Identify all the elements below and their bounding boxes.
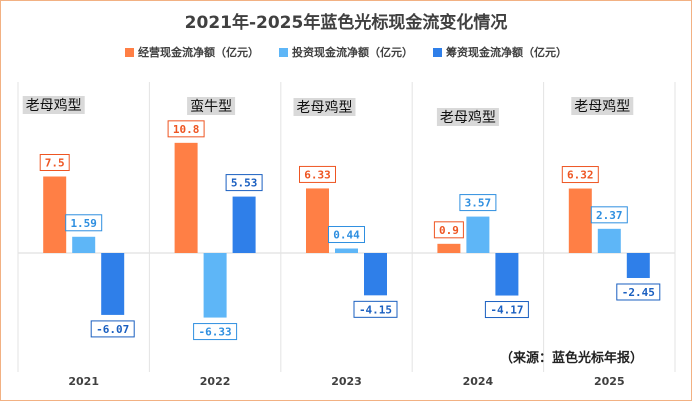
bar-投资现金流净额（亿元）-2021: [72, 236, 96, 253]
bar-投资现金流净额（亿元）-2024: [466, 216, 490, 253]
data-label: -4.17: [490, 304, 523, 317]
bar-筹资现金流净额（亿元）-2024: [495, 253, 519, 296]
data-label-box: [433, 221, 464, 239]
data-label: 5.53: [231, 177, 258, 190]
data-label-box: [65, 214, 103, 232]
x-tick-label: 2024: [463, 375, 494, 388]
x-tick-label: 2022: [200, 375, 231, 388]
type-annotation: 老母鸡型: [574, 98, 630, 115]
legend-swatch-1: [279, 47, 288, 57]
annotation-bg: [436, 108, 499, 126]
data-label: -4.15: [359, 303, 392, 316]
data-label-box: [590, 206, 628, 224]
data-label-box: [193, 323, 238, 341]
legend: 经营现金流净额（亿元） 投资现金流净额（亿元） 筹资现金流净额（亿元）: [0, 44, 692, 60]
data-label: -6.07: [96, 323, 129, 336]
x-tick-label: 2023: [331, 375, 362, 388]
data-label: -2.45: [622, 286, 655, 299]
x-tick-label: 2021: [68, 375, 99, 388]
data-label-box: [167, 120, 205, 138]
legend-swatch-2: [433, 47, 442, 57]
data-label: 0.44: [333, 229, 360, 242]
bar-经营现金流净额（亿元）-2025: [568, 188, 592, 253]
type-annotation: 蛮牛型: [190, 98, 232, 115]
data-label: 7.5: [45, 157, 65, 170]
x-tick-label: 2025: [594, 375, 625, 388]
bar-筹资现金流净额（亿元）-2022: [232, 196, 256, 253]
data-label-box: [90, 320, 135, 338]
bar-筹资现金流净额（亿元）-2021: [101, 253, 125, 315]
data-label-box: [459, 194, 497, 212]
data-label: 3.57: [465, 197, 492, 210]
source-note: （来源：蓝色光标年报）: [500, 351, 644, 366]
data-label-box: [328, 226, 365, 244]
data-label-box: [39, 154, 70, 171]
data-label: 2.37: [596, 209, 623, 222]
bar-投资现金流净额（亿元）-2022: [203, 253, 227, 318]
annotation-bg: [22, 96, 85, 114]
data-label: 6.32: [567, 169, 594, 182]
data-label-box: [561, 166, 599, 184]
data-label-box: [484, 301, 529, 319]
bar-经营现金流净额（亿元）-2023: [306, 188, 329, 253]
data-label: 6.33: [304, 168, 331, 181]
type-annotation: 老母鸡型: [297, 99, 353, 116]
legend-label-0: 经营现金流净额（亿元）: [138, 46, 259, 59]
bar-经营现金流净额（亿元）-2021: [43, 176, 67, 253]
bar-筹资现金流净额（亿元）-2025: [626, 253, 650, 278]
bar-投资现金流净额（亿元）-2023: [335, 248, 358, 253]
legend-item-2: 筹资现金流净额（亿元）: [433, 44, 567, 60]
data-label: 1.59: [70, 217, 97, 230]
bar-经营现金流净额（亿元）-2022: [174, 142, 198, 253]
type-annotation: 老母鸡型: [440, 109, 496, 126]
data-label: 0.9: [439, 224, 459, 237]
data-label: 10.8: [173, 123, 200, 136]
data-label-box: [616, 283, 661, 301]
annotation-bg: [571, 97, 634, 115]
legend-item-1: 投资现金流净额（亿元）: [279, 44, 413, 60]
bar-经营现金流净额（亿元）-2024: [437, 243, 461, 253]
legend-label-1: 投资现金流净额（亿元）: [292, 46, 413, 59]
annotation-bg: [293, 98, 356, 116]
data-label: -6.33: [199, 326, 232, 339]
annotation-bg: [187, 97, 236, 115]
data-label-box: [353, 300, 398, 318]
chart-title: 2021年-2025年蓝色光标现金流变化情况: [184, 13, 508, 33]
data-label-box: [299, 165, 336, 183]
legend-swatch-0: [125, 47, 134, 57]
legend-label-2: 筹资现金流净额（亿元）: [446, 46, 567, 59]
legend-item-0: 经营现金流净额（亿元）: [125, 44, 259, 60]
data-label-box: [225, 174, 263, 192]
bar-投资现金流净额（亿元）-2025: [597, 228, 621, 253]
type-annotation: 老母鸡型: [26, 97, 82, 114]
bar-筹资现金流净额（亿元）-2023: [364, 253, 387, 296]
